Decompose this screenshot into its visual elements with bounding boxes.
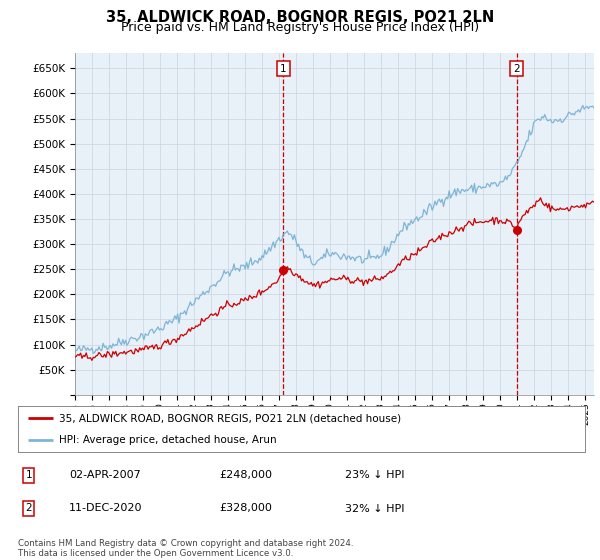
Text: 2: 2 xyxy=(25,503,32,514)
Text: 35, ALDWICK ROAD, BOGNOR REGIS, PO21 2LN (detached house): 35, ALDWICK ROAD, BOGNOR REGIS, PO21 2LN… xyxy=(59,413,401,423)
Text: £248,000: £248,000 xyxy=(219,470,272,480)
Text: 1: 1 xyxy=(280,64,287,73)
Text: 23% ↓ HPI: 23% ↓ HPI xyxy=(345,470,404,480)
Text: 11-DEC-2020: 11-DEC-2020 xyxy=(69,503,143,514)
Text: Price paid vs. HM Land Registry's House Price Index (HPI): Price paid vs. HM Land Registry's House … xyxy=(121,21,479,34)
Text: HPI: Average price, detached house, Arun: HPI: Average price, detached house, Arun xyxy=(59,435,277,445)
Text: £328,000: £328,000 xyxy=(219,503,272,514)
Text: 32% ↓ HPI: 32% ↓ HPI xyxy=(345,503,404,514)
Text: 2: 2 xyxy=(513,64,520,73)
Text: 35, ALDWICK ROAD, BOGNOR REGIS, PO21 2LN: 35, ALDWICK ROAD, BOGNOR REGIS, PO21 2LN xyxy=(106,10,494,25)
Text: 02-APR-2007: 02-APR-2007 xyxy=(69,470,141,480)
Text: 1: 1 xyxy=(25,470,32,480)
Text: Contains HM Land Registry data © Crown copyright and database right 2024.
This d: Contains HM Land Registry data © Crown c… xyxy=(18,539,353,558)
